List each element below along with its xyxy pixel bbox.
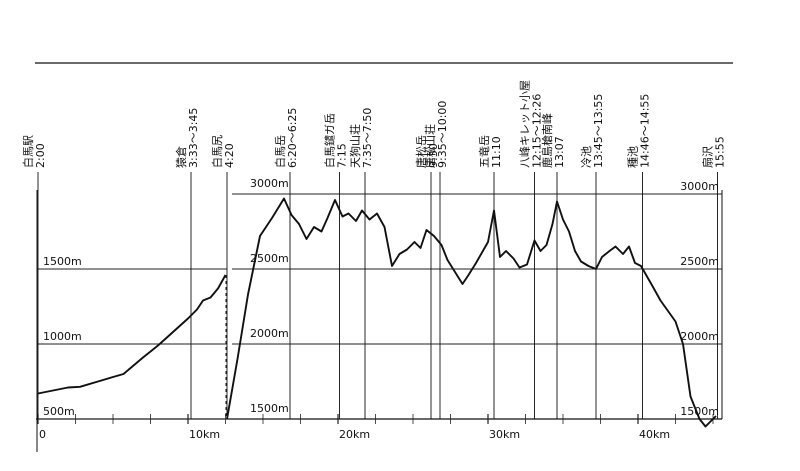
waypoint-label: 唐松岳 9:30	[414, 135, 440, 168]
waypoint-time: 3:33〜3:45	[187, 108, 200, 168]
elevation-line-panel-1	[37, 274, 227, 395]
waypoint-name: 種池	[626, 146, 640, 168]
y-tick-label-left: 3000m	[250, 177, 289, 190]
waypoint-name: 白馬駅	[21, 135, 35, 168]
waypoint-time: 13:07	[553, 136, 566, 168]
waypoint-name: 扇沢	[701, 146, 715, 168]
waypoint-time: 11:10	[490, 136, 503, 168]
waypoint-time: 7:35〜7:50	[361, 108, 374, 168]
x-tick-label: 20km	[339, 428, 370, 441]
y-tick-label: 1000m	[43, 330, 82, 343]
x-tick-label: 0	[39, 428, 46, 441]
waypoint-label: 猿倉 3:33〜3:45	[174, 108, 200, 168]
waypoint-name: 白馬尻	[210, 135, 224, 168]
x-tick-label: 30km	[489, 428, 520, 441]
y-tick-label: 1500m	[43, 255, 82, 268]
waypoint-time: 9:30	[427, 143, 440, 168]
waypoint-time: 15:55	[714, 136, 727, 168]
waypoint-time: 6:20〜6:25	[286, 108, 299, 168]
chart-frame	[35, 62, 733, 452]
gridlines	[37, 193, 722, 424]
waypoint-label: 白馬鑓ガ岳 7:15	[323, 113, 349, 168]
waypoint-label: 唐松山荘 9:35〜10:00	[423, 101, 449, 168]
y-tick-label-left: 2000m	[250, 327, 289, 340]
waypoint-name: 唐松岳	[414, 135, 428, 168]
waypoint-name: 五竜岳	[477, 135, 491, 168]
waypoint-label: 種池 14:46〜14:55	[626, 94, 652, 168]
waypoint-time: 9:35〜10:00	[436, 101, 449, 168]
y-tick-labels: 500m 1000m 1500m 1500m 2000m 2500m 3000m 1500m 2…	[43, 177, 719, 418]
waypoint-time: 2:00	[34, 143, 47, 168]
waypoint-name: 唐松山荘	[423, 124, 437, 168]
waypoint-label: 白馬岳 6:20〜6:25	[273, 108, 299, 168]
y-tick-label-right: 3000m	[680, 180, 719, 193]
waypoint-name: 猿倉	[174, 146, 188, 168]
y-tick-label-left: 2500m	[250, 252, 289, 265]
waypoint-lines	[37, 172, 718, 419]
waypoint-label: 八峰キレット小屋 12:15〜12:26	[519, 80, 544, 168]
elevation-line-panel-2	[226, 197, 717, 428]
waypoint-time: 7:15	[336, 143, 349, 168]
waypoint-time: 14:46〜14:55	[639, 94, 652, 168]
waypoint-label: 天狗山荘 7:35〜7:50	[349, 108, 374, 168]
waypoint-name: 鹿島槍南峰	[540, 113, 554, 168]
y-tick-label-right: 1500m	[680, 405, 719, 418]
x-tick-label: 40km	[639, 428, 670, 441]
y-tick-label: 500m	[43, 405, 75, 418]
waypoint-label: 五竜岳 11:10	[477, 135, 503, 168]
x-tick-labels: 0 10km 20km 30km 40km	[39, 428, 670, 441]
elevation-series	[37, 197, 717, 428]
x-tick-label: 10km	[189, 428, 220, 441]
waypoint-name: 冷池	[580, 146, 593, 168]
y-tick-label-left: 1500m	[250, 402, 289, 415]
waypoint-label: 鹿島槍南峰 13:07	[540, 113, 566, 168]
waypoint-name: 八峰キレット小屋	[519, 80, 532, 168]
waypoint-time: 4:20	[223, 143, 236, 168]
y-tick-label-right: 2500m	[680, 255, 719, 268]
waypoint-label: 冷池 13:45〜13:55	[580, 94, 605, 168]
waypoint-labels: 白馬駅 2:00 猿倉 3:33〜3:45 白馬尻 4:20 白馬岳 6:20〜6:25 白馬鑓…	[21, 80, 727, 168]
waypoint-label: 白馬尻 4:20	[210, 135, 236, 168]
waypoint-name: 白馬鑓ガ岳	[323, 113, 337, 168]
waypoint-name: 天狗山荘	[349, 124, 362, 168]
waypoint-label: 扇沢 15:55	[701, 136, 727, 168]
y-tick-label-right: 2000m	[680, 330, 719, 343]
waypoint-time: 12:15〜12:26	[531, 94, 544, 168]
waypoint-name: 白馬岳	[273, 135, 287, 168]
waypoint-label: 白馬駅 2:00	[21, 135, 47, 168]
waypoint-time: 13:45〜13:55	[592, 94, 605, 168]
